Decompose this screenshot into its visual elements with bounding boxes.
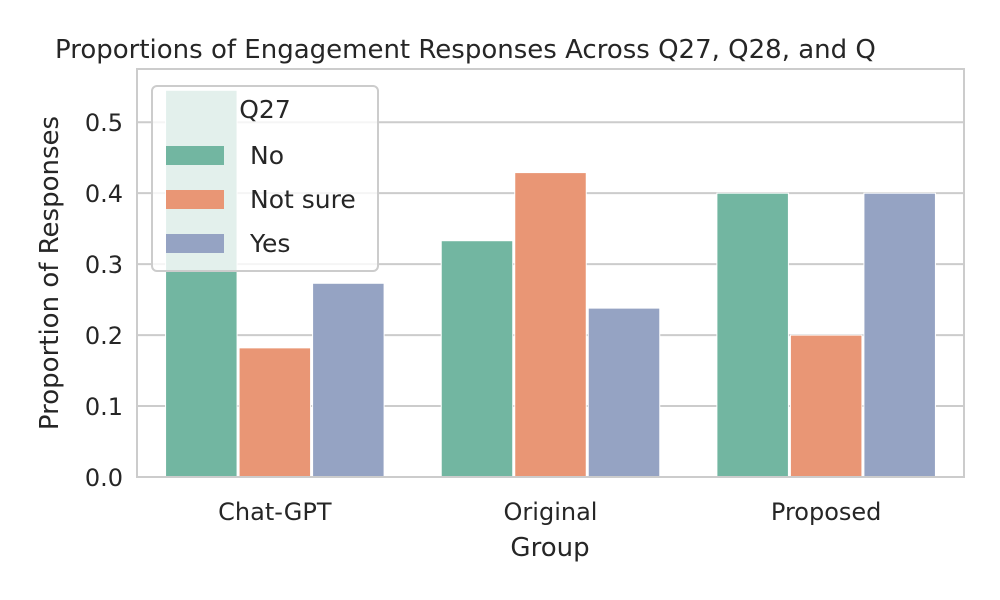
y-tick-labels: 0.0 0.1 0.2 0.3 0.4 0.5 (85, 109, 123, 492)
bar-no-original (440, 240, 514, 478)
y-tick-label: 0.5 (85, 109, 123, 137)
bar-not-sure-chat-gpt (238, 347, 312, 478)
y-tick-label: 0.1 (85, 393, 123, 421)
bar-not-sure-original (514, 172, 587, 478)
legend-title: Q27 (239, 95, 291, 124)
legend-box (151, 85, 379, 272)
plot-frame (136, 68, 965, 478)
x-tick-label: Original (504, 498, 598, 526)
bar-not-sure-proposed (789, 334, 863, 478)
y-axis-label: Proportion of Responses (35, 116, 65, 430)
y-tick-label: 0.0 (85, 464, 123, 492)
legend-swatch (166, 146, 224, 165)
legend-label: Not sure (250, 185, 356, 214)
bar-yes-chat-gpt (312, 282, 385, 478)
bar-no-proposed (716, 192, 789, 478)
y-tick-label: 0.3 (85, 251, 123, 279)
x-axis-label: Group (510, 533, 589, 563)
legend-label: Yes (249, 229, 290, 258)
x-tick-labels: Chat-GPT Original Proposed (218, 498, 881, 526)
y-tick-label: 0.4 (85, 180, 123, 208)
chart-title: Proportions of Engagement Responses Acro… (55, 35, 876, 65)
x-tick-label: Chat-GPT (218, 498, 332, 526)
bar-yes-proposed (863, 192, 936, 478)
x-tick-label: Proposed (771, 498, 882, 526)
legend-swatch (166, 190, 224, 209)
y-tick-label: 0.2 (85, 322, 123, 350)
bar-yes-original (587, 307, 661, 478)
legend-swatch (166, 234, 224, 253)
legend-label: No (250, 141, 284, 170)
legend: Q27 No Not sure Yes (151, 85, 379, 272)
